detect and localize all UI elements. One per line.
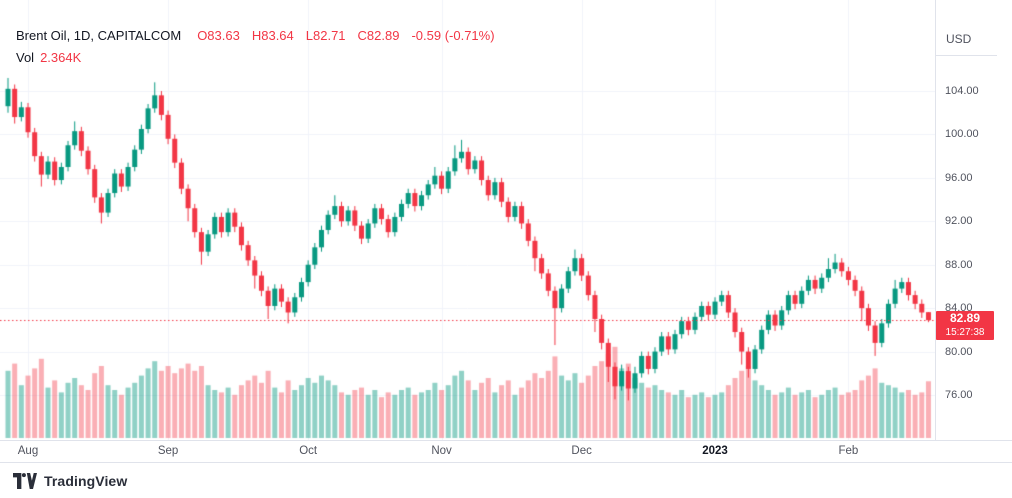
- last-price-badge[interactable]: 82.89 15:27:38: [936, 311, 994, 341]
- time-axis-label: Nov: [431, 445, 452, 457]
- price-axis-label: 104.00: [945, 85, 979, 97]
- last-price-value: 82.89: [949, 311, 981, 326]
- time-axis[interactable]: Aug Sep Oct Nov Dec 2023 Feb: [0, 440, 1012, 463]
- footer-bar: TradingView: [0, 462, 1012, 498]
- price-axis-labels: 104.00 100.00 96.00 92.00 88.00 84.00 80.00 76.…: [936, 0, 1012, 462]
- price-axis-label: 100.00: [945, 128, 979, 141]
- time-axis-label: Oct: [299, 445, 318, 457]
- tradingview-logo-icon: [13, 472, 37, 489]
- symbol-title[interactable]: Brent Oil, 1D, CAPITALCOM: [16, 28, 182, 43]
- time-axis-label: Sep: [157, 445, 179, 457]
- currency-label: USD: [936, 32, 997, 56]
- time-axis-label: Dec: [571, 445, 592, 457]
- price-axis-label: 92.00: [945, 215, 973, 228]
- price-axis-label: 80.00: [945, 345, 973, 358]
- chart-canvas[interactable]: [0, 0, 935, 440]
- time-axis-label: Feb: [838, 445, 859, 457]
- price-axis-label: 88.00: [945, 258, 973, 271]
- price-axis-label: 76.00: [945, 389, 973, 401]
- brand-text: TradingView: [44, 472, 128, 489]
- price-axis[interactable]: USD 104.00 100.00 96.00 92.00 88.00 84.00 80.0…: [935, 0, 1012, 462]
- time-axis-label: Aug: [17, 445, 39, 457]
- bar-countdown: 15:27:38: [945, 327, 985, 339]
- price-axis-label: 84.00: [945, 302, 973, 315]
- price-axis-label: 96.00: [945, 171, 973, 184]
- tradingview-link[interactable]: TradingView: [13, 472, 128, 489]
- time-axis-label: 2023: [702, 445, 728, 457]
